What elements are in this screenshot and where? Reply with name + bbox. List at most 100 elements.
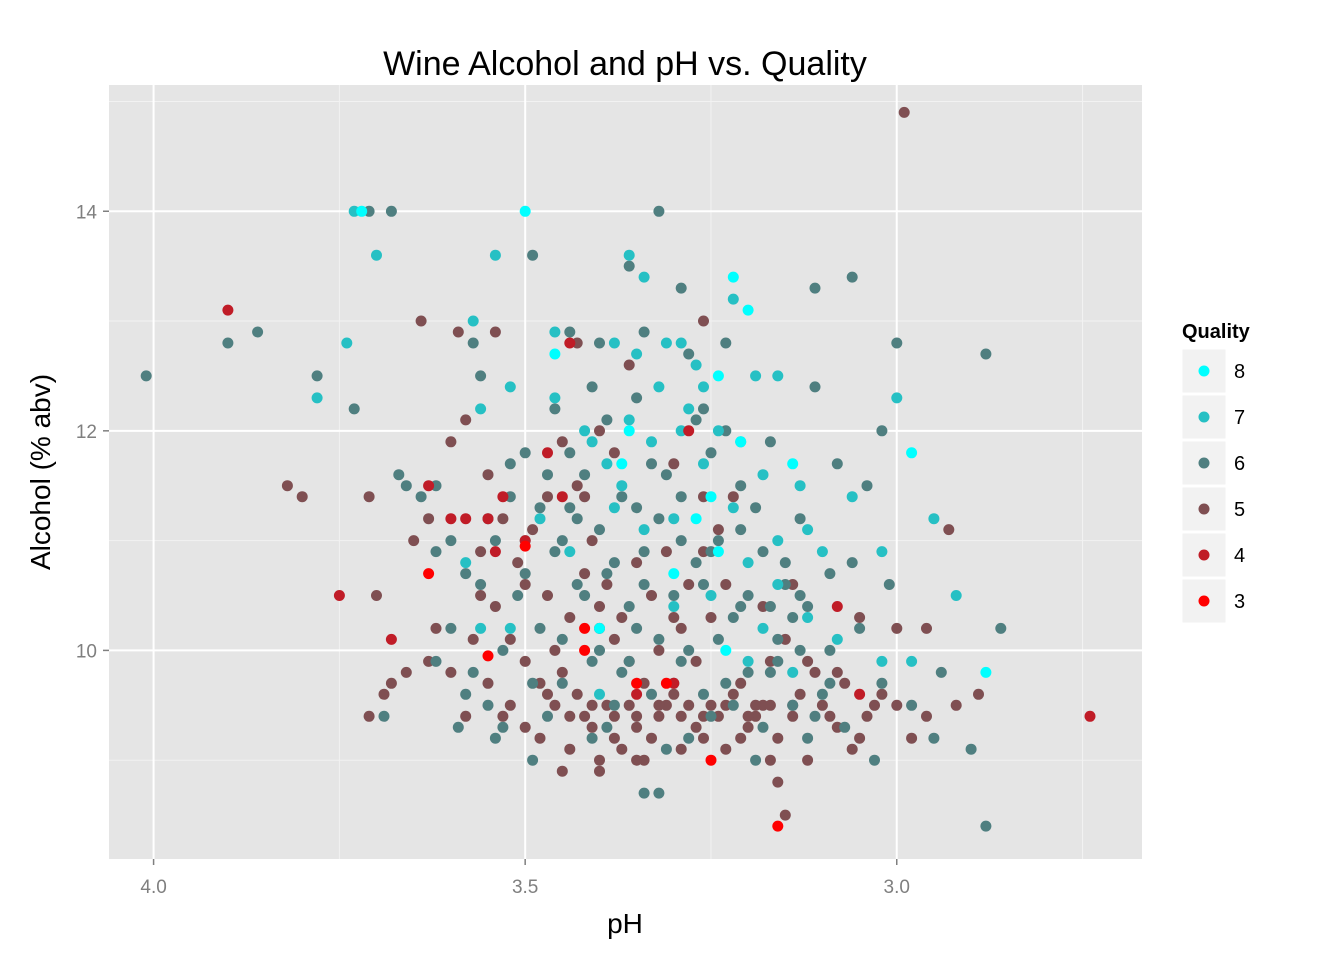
data-point-quality-6 — [527, 754, 539, 766]
data-point-quality-6 — [668, 590, 680, 601]
x-tick-label: 3.0 — [884, 877, 910, 898]
legend: Quality 8 7 6 5 4 3 — [1181, 321, 1251, 624]
data-point-quality-5 — [579, 710, 591, 722]
data-point-quality-6 — [802, 601, 814, 612]
data-point-quality-5 — [683, 579, 695, 590]
data-point-quality-5 — [586, 699, 598, 711]
data-point-quality-5 — [460, 414, 472, 426]
data-point-quality-6 — [527, 249, 539, 261]
data-point-quality-6 — [348, 403, 360, 415]
data-point-quality-5 — [764, 699, 776, 711]
data-point-quality-6 — [542, 710, 553, 722]
data-point-quality-5 — [802, 655, 814, 667]
data-point-quality-5 — [876, 688, 888, 700]
data-point-quality-6 — [556, 535, 568, 547]
data-point-quality-5 — [549, 644, 561, 656]
data-point-quality-7 — [816, 546, 828, 558]
data-point-quality-5 — [720, 743, 732, 755]
data-point-quality-8 — [594, 622, 605, 634]
y-axis-title: Alcohol (% abv) — [25, 374, 56, 570]
data-point-quality-4 — [460, 513, 472, 525]
data-point-quality-6 — [638, 326, 650, 338]
data-point-quality-6 — [876, 425, 888, 437]
data-point-quality-5 — [742, 721, 754, 733]
data-point-quality-6 — [735, 480, 747, 492]
data-point-quality-5 — [482, 677, 494, 689]
data-point-quality-7 — [668, 601, 680, 612]
data-point-quality-6 — [623, 601, 635, 612]
data-point-quality-7 — [549, 392, 561, 404]
data-point-quality-5 — [631, 557, 643, 569]
data-point-quality-5 — [489, 601, 501, 612]
data-point-quality-5 — [861, 710, 873, 722]
data-point-quality-6 — [772, 655, 784, 667]
data-point-quality-6 — [660, 743, 672, 755]
data-point-quality-6 — [995, 622, 1007, 634]
data-point-quality-5 — [504, 633, 516, 645]
legend-entry-label: 7 — [1234, 407, 1245, 429]
data-point-quality-6 — [869, 754, 880, 766]
data-point-quality-4 — [564, 337, 576, 349]
data-point-quality-7 — [653, 381, 665, 393]
data-point-quality-6 — [638, 579, 650, 590]
data-point-quality-5 — [504, 699, 516, 711]
data-point-quality-6 — [824, 677, 836, 689]
data-point-quality-6 — [727, 699, 739, 711]
data-point-quality-7 — [371, 249, 382, 261]
data-point-quality-7 — [638, 524, 650, 536]
data-point-quality-6 — [631, 622, 643, 634]
data-point-quality-5 — [727, 688, 739, 700]
data-point-quality-6 — [489, 535, 501, 547]
y-tick-label: 14 — [76, 202, 98, 223]
data-point-quality-7 — [802, 612, 814, 623]
data-point-quality-7 — [579, 425, 591, 437]
data-point-quality-3 — [579, 622, 591, 634]
legend-entry-7: 7 — [1181, 394, 1245, 440]
data-point-quality-5 — [816, 699, 828, 711]
data-point-quality-6 — [742, 666, 754, 678]
data-point-quality-6 — [579, 590, 591, 601]
data-point-quality-6 — [586, 381, 598, 393]
data-point-quality-6 — [400, 480, 412, 492]
data-point-quality-6 — [854, 622, 866, 634]
data-point-quality-6 — [571, 513, 583, 525]
data-point-quality-5 — [683, 699, 695, 711]
data-point-quality-6 — [527, 677, 539, 689]
data-point-quality-6 — [764, 666, 776, 678]
data-point-quality-5 — [705, 612, 717, 623]
y-tick-label: 12 — [76, 422, 97, 443]
data-point-quality-6 — [460, 688, 472, 700]
data-point-quality-6 — [564, 326, 576, 338]
data-point-quality-5 — [542, 590, 553, 601]
data-point-quality-7 — [475, 622, 487, 634]
data-point-quality-5 — [608, 710, 620, 722]
data-point-quality-5 — [512, 557, 524, 569]
data-point-quality-5 — [653, 644, 665, 656]
data-point-quality-8 — [735, 436, 747, 448]
data-point-quality-6 — [534, 502, 546, 514]
data-point-quality-8 — [623, 425, 635, 437]
data-point-quality-8 — [705, 491, 717, 503]
data-point-quality-5 — [690, 721, 702, 733]
data-point-quality-6 — [631, 392, 643, 404]
data-point-quality-5 — [571, 688, 583, 700]
data-point-quality-7 — [876, 546, 888, 558]
data-point-quality-6 — [980, 348, 992, 360]
data-point-quality-6 — [675, 655, 687, 667]
data-point-quality-6 — [705, 447, 717, 459]
series-quality-3 — [423, 540, 784, 832]
data-point-quality-5 — [787, 710, 799, 722]
data-point-quality-5 — [549, 699, 561, 711]
data-point-quality-5 — [534, 732, 546, 744]
data-point-quality-5 — [742, 710, 754, 722]
data-point-quality-5 — [556, 666, 568, 678]
data-point-quality-6 — [928, 732, 940, 744]
series-quality-6 — [140, 205, 1007, 832]
data-point-quality-7 — [616, 480, 628, 492]
data-point-quality-5 — [594, 425, 605, 437]
data-point-quality-7 — [772, 535, 784, 547]
data-point-quality-6 — [653, 513, 665, 525]
data-point-quality-3 — [482, 650, 494, 662]
data-point-quality-6 — [549, 403, 561, 415]
data-point-quality-6 — [720, 677, 732, 689]
